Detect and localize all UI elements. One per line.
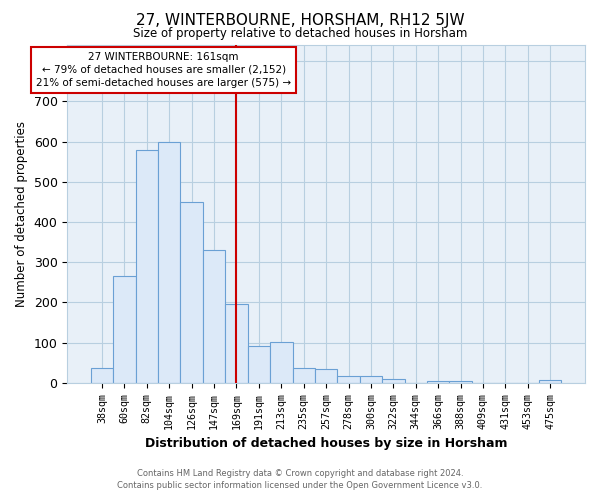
Text: Contains HM Land Registry data © Crown copyright and database right 2024.
Contai: Contains HM Land Registry data © Crown c… xyxy=(118,469,482,490)
Bar xyxy=(136,150,158,383)
Bar xyxy=(91,368,113,383)
Text: Size of property relative to detached houses in Horsham: Size of property relative to detached ho… xyxy=(133,28,467,40)
Bar xyxy=(225,304,248,383)
Bar xyxy=(203,250,225,383)
Bar xyxy=(449,381,472,383)
Bar xyxy=(539,380,562,383)
Y-axis label: Number of detached properties: Number of detached properties xyxy=(15,121,28,307)
Text: 27, WINTERBOURNE, HORSHAM, RH12 5JW: 27, WINTERBOURNE, HORSHAM, RH12 5JW xyxy=(136,12,464,28)
Bar xyxy=(113,276,136,383)
X-axis label: Distribution of detached houses by size in Horsham: Distribution of detached houses by size … xyxy=(145,437,508,450)
Text: 27 WINTERBOURNE: 161sqm
← 79% of detached houses are smaller (2,152)
21% of semi: 27 WINTERBOURNE: 161sqm ← 79% of detache… xyxy=(36,52,291,88)
Bar xyxy=(337,376,360,383)
Bar xyxy=(248,346,270,383)
Bar xyxy=(270,342,293,383)
Bar xyxy=(158,142,181,383)
Bar xyxy=(293,368,315,383)
Bar xyxy=(360,376,382,383)
Bar xyxy=(427,381,449,383)
Bar xyxy=(315,369,337,383)
Bar xyxy=(382,378,404,383)
Bar xyxy=(181,202,203,383)
